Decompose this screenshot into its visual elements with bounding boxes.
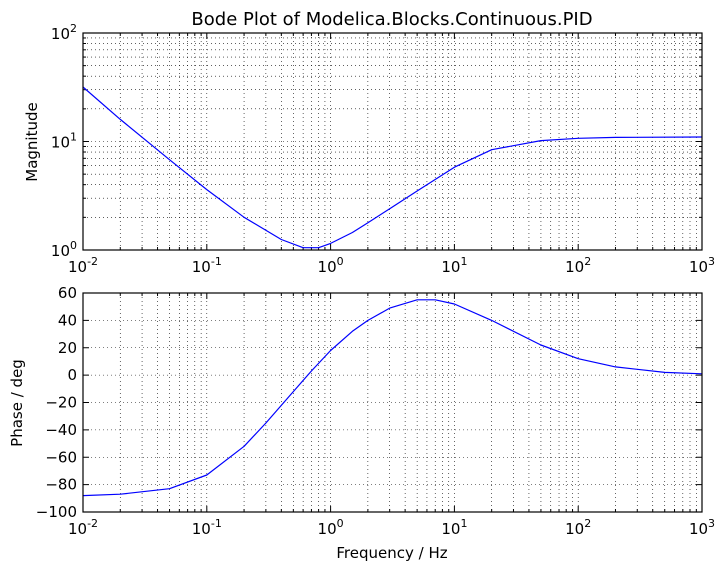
- frequency-axis-label: Frequency / Hz: [336, 544, 447, 562]
- phase-y-tick-label: 0: [67, 366, 77, 384]
- phase-y-tick-label: −60: [45, 448, 77, 466]
- phase-y-tick-label: −100: [36, 503, 77, 521]
- phase-plot-frame: [82, 292, 703, 513]
- phase-series-line: [82, 299, 703, 497]
- magnitude-grid: [83, 33, 702, 250]
- magnitude-x-tick-label: 10-1: [192, 255, 222, 276]
- magnitude-series-line: [82, 86, 703, 249]
- phase-y-tick-label: 60: [58, 284, 77, 302]
- chart-title: Bode Plot of Modelica.Blocks.Continuous.…: [191, 9, 592, 30]
- magnitude-x-tick-label: 100: [318, 255, 344, 276]
- phase-x-tick-label: 102: [565, 517, 591, 538]
- magnitude-plot-frame: [82, 32, 703, 251]
- phase-x-tick-label: 100: [318, 517, 344, 538]
- phase-x-tick-label: 101: [441, 517, 467, 538]
- phase-y-tick-label: −20: [45, 394, 77, 412]
- magnitude-axis-label: Magnitude: [23, 102, 41, 181]
- phase-y-tick-label: −80: [45, 476, 77, 494]
- phase-y-tick-label: 20: [58, 339, 77, 357]
- phase-y-tick-label: −40: [45, 421, 77, 439]
- phase-axis-label: Phase / deg: [8, 359, 26, 447]
- magnitude-y-tick-label: 100: [51, 239, 77, 260]
- phase-y-tick-label: 40: [58, 311, 77, 329]
- phase-x-tick-label: 10-1: [192, 517, 222, 538]
- magnitude-x-tick-label: 102: [565, 255, 591, 276]
- phase-plot: 10-2 10-1 100 101 102 103 60 40 20 0 −20 −40 −60 −80 −…: [36, 284, 715, 538]
- magnitude-x-tick-label: 101: [441, 255, 467, 276]
- magnitude-x-tick-label: 10-2: [68, 255, 98, 276]
- phase-x-tick-label: 10-2: [68, 517, 98, 538]
- magnitude-y-tick-label: 102: [51, 22, 77, 43]
- phase-x-tick-label: 103: [689, 517, 715, 538]
- magnitude-y-tick-label: 101: [51, 131, 77, 152]
- magnitude-plot: 10-2 10-1 100 101 102 103 100 101 102: [51, 22, 715, 276]
- magnitude-x-tick-label: 103: [689, 255, 715, 276]
